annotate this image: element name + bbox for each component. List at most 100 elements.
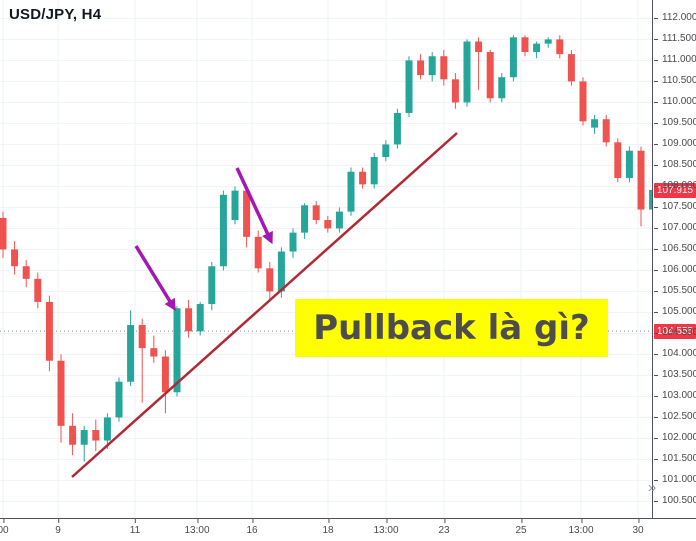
candlestick-chart[interactable] (0, 0, 653, 541)
price-scale-label: 107.000 (653, 222, 696, 234)
candle (196, 301, 204, 336)
candle (127, 310, 135, 386)
candle (231, 186, 239, 225)
candle (289, 228, 297, 258)
candle (103, 413, 111, 449)
candle (45, 295, 53, 372)
price-scale-label: 108.000 (653, 180, 696, 192)
candle (591, 115, 599, 134)
candle (243, 186, 251, 248)
candle (533, 41, 541, 59)
price-scale-label: 103.000 (653, 390, 696, 402)
time-scale-label: 11 (129, 519, 141, 536)
price-scale-label: 110.500 (653, 75, 696, 87)
trendline-drawing[interactable] (71, 132, 458, 478)
time-scale[interactable]: 00 9 11 13:00 16 18 13:00 23 25 13:00 30 (0, 518, 696, 541)
candle (579, 77, 587, 126)
candle (219, 190, 227, 271)
price-scale-label: 111.000 (653, 54, 696, 66)
candle (254, 230, 262, 273)
candle (161, 350, 169, 414)
candle (556, 35, 564, 59)
level-price-tag: 104.555 (653, 323, 696, 339)
candle (22, 259, 30, 288)
price-scale-label: 104.000 (653, 348, 696, 360)
candle (486, 49, 494, 103)
candle (509, 35, 517, 82)
price-scale-label: 107.500 (653, 201, 696, 213)
candle (544, 37, 552, 48)
candle (301, 203, 309, 239)
time-scale-label: 25 (515, 519, 527, 536)
candle (57, 354, 65, 443)
candle (405, 56, 413, 118)
time-scale-label: 13:00 (184, 519, 210, 536)
candle (567, 49, 575, 86)
price-scale-label: 112.000 (653, 12, 696, 24)
candle (475, 37, 483, 90)
candle (138, 318, 146, 403)
candle (347, 167, 355, 216)
time-scale-label: 30 (632, 519, 644, 536)
candle (208, 262, 216, 311)
candle (602, 115, 610, 147)
candle (312, 201, 320, 225)
pullback-arrow-drawing[interactable] (235, 167, 273, 245)
current-price-tag: 107.915 (653, 182, 696, 198)
price-scale-label: 104.500 (653, 327, 696, 339)
candle (0, 211, 7, 258)
candle (324, 215, 332, 233)
price-scale-label: 109.500 (653, 117, 696, 129)
time-scale-label: 18 (322, 519, 334, 536)
price-scale-label: 109.000 (653, 138, 696, 150)
candle (173, 306, 181, 397)
price-scale-label: 108.500 (653, 159, 696, 171)
symbol-title: USD/JPY, H4 (9, 6, 102, 23)
candle (393, 108, 401, 149)
time-scale-label: 13:00 (373, 519, 399, 536)
price-scale-label: 106.500 (653, 243, 696, 255)
candle (266, 262, 274, 300)
candle (80, 425, 88, 462)
candle (451, 73, 459, 109)
candle (115, 377, 123, 422)
candle (637, 146, 645, 227)
price-scale-label: 101.500 (653, 453, 696, 465)
candle (498, 73, 506, 103)
double-chevron-right-icon[interactable]: » (647, 478, 657, 496)
candle (625, 146, 633, 183)
candle (521, 35, 529, 57)
candle (34, 272, 42, 309)
pullback-note[interactable]: Pullback là gì? (295, 299, 608, 357)
price-scale-label: 102.000 (653, 432, 696, 444)
candle (359, 167, 367, 189)
candle (185, 299, 193, 338)
time-scale-label: 13:00 (568, 519, 594, 536)
price-scale-label: 111.500 (653, 33, 696, 45)
candle (150, 335, 158, 363)
candle (463, 39, 471, 107)
price-scale-label: 100.500 (653, 495, 696, 507)
candle (92, 419, 100, 452)
time-scale-label: 16 (246, 519, 258, 536)
candle (417, 54, 425, 80)
price-scale[interactable]: 107.915 104.555 100.500 101.000 101.500 102… (652, 0, 696, 541)
candle (335, 207, 343, 233)
candle (440, 49, 448, 86)
candle (382, 140, 390, 162)
time-scale-label: 00 (0, 519, 9, 536)
time-scale-label: 9 (55, 519, 61, 536)
candle (11, 241, 19, 275)
price-scale-label: 101.000 (653, 474, 696, 486)
candle (69, 413, 77, 456)
pullback-arrow-drawing[interactable] (134, 245, 176, 312)
price-scale-label: 106.000 (653, 264, 696, 276)
price-scale-label: 110.000 (653, 96, 696, 108)
price-scale-label: 102.500 (653, 411, 696, 423)
price-scale-label: 105.000 (653, 306, 696, 318)
time-scale-label: 23 (438, 519, 450, 536)
candle (614, 138, 622, 183)
candle (370, 152, 378, 189)
price-scale-label: 112.500 (653, 0, 696, 3)
